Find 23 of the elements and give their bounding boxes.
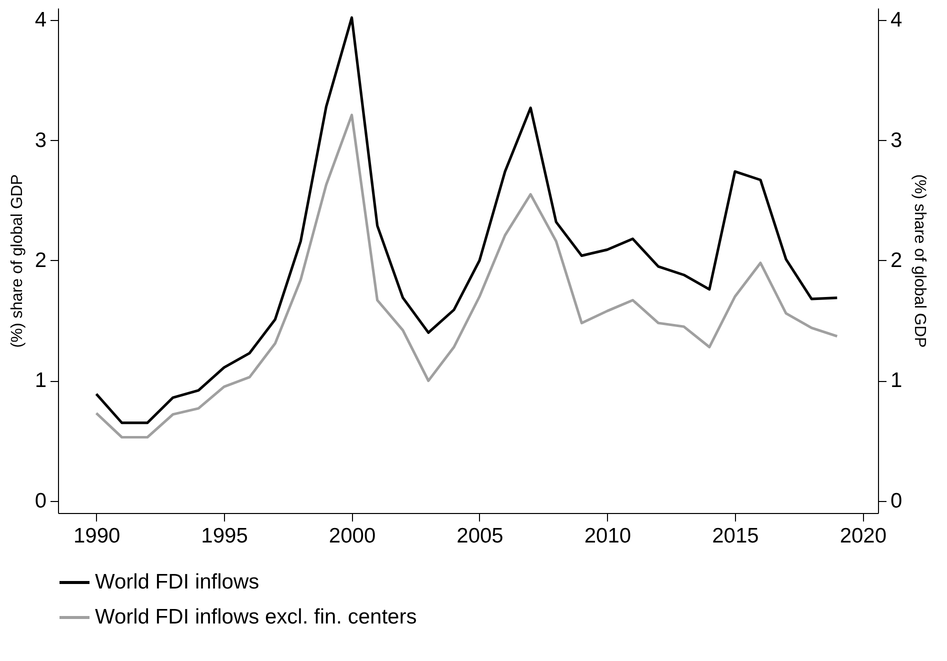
y2-tick-label: 0 <box>890 489 902 512</box>
x-tick-label: 2005 <box>456 524 504 548</box>
x-tick-label: 2010 <box>584 524 632 548</box>
line-series <box>95 114 838 439</box>
x-tick-label: 2000 <box>328 524 376 548</box>
y2-tick-label: 2 <box>890 249 902 272</box>
y2-tick-label: 1 <box>890 369 902 392</box>
y-axis-title: (%) share of global GDP <box>8 174 26 348</box>
x-tick-label: 1990 <box>73 524 120 548</box>
y-tick-label: 2 <box>34 249 46 272</box>
y2-axis-title: (%) share of global GDP <box>911 174 928 348</box>
legend-label: World FDI inflows <box>95 570 260 594</box>
line-series <box>95 16 838 424</box>
y2-tick-label: 4 <box>890 8 902 32</box>
y-tick-label: 0 <box>34 489 46 512</box>
y-tick-label: 3 <box>34 128 46 152</box>
legend-label: World FDI inflows excl. fin. centers <box>95 606 417 628</box>
y-tick-label: 4 <box>34 8 47 32</box>
y-tick-label: 1 <box>34 369 46 392</box>
y2-tick-label: 3 <box>890 128 902 152</box>
x-tick-label: 1995 <box>201 524 248 548</box>
x-tick-label: 2020 <box>840 524 887 548</box>
x-tick-label: 2015 <box>712 524 759 548</box>
